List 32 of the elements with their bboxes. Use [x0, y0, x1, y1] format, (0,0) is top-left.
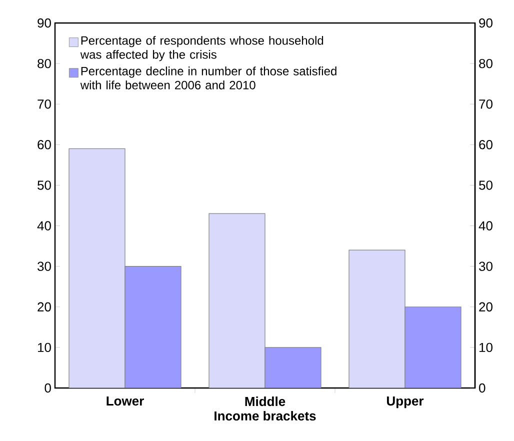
y-tick-label: 20 — [479, 302, 492, 312]
x-tick-label: Lower — [106, 396, 144, 406]
x-tick-label: Middle — [245, 396, 286, 406]
y-tick-label: 60 — [479, 140, 492, 150]
y2-tick-label: 0 — [44, 383, 51, 393]
y2-tick-label: 90 — [38, 18, 51, 28]
y-tick-label: 0 — [479, 383, 486, 393]
y-tick-label: 70 — [479, 100, 492, 109]
bar — [209, 214, 265, 388]
y-tick-label: 10 — [480, 342, 492, 352]
y-tick-label: 40 — [478, 221, 492, 230]
bar — [404, 306, 462, 388]
y2-tick-label: 80 — [38, 58, 51, 68]
legend-label: Percentage of respondents whose household was affected by the crisis — [80, 36, 324, 62]
legend-label: Percentage decline in number of those satisfied with life between 2006 and 2010 — [80, 66, 336, 90]
bar — [125, 266, 181, 388]
y2-tick-label: 20 — [38, 302, 51, 312]
y-tick-label: 50 — [479, 180, 492, 190]
y2-tick-label: 70 — [38, 100, 51, 109]
y2-tick-label: 10 — [38, 342, 51, 352]
bar — [69, 148, 125, 388]
y2-tick-label: 50 — [38, 180, 51, 190]
y-tick-label: 90 — [479, 18, 492, 28]
y2-tick-label: 40 — [37, 221, 51, 230]
x-axis-title: Income brackets — [214, 411, 316, 421]
y-tick-label: 30 — [479, 262, 492, 271]
bar — [265, 347, 322, 388]
y2-tick-label: 30 — [38, 262, 51, 271]
x-tick-label: Upper — [387, 396, 424, 408]
y-tick-label: 80 — [479, 58, 492, 68]
y2-tick-label: 60 — [38, 140, 51, 150]
bar — [348, 250, 406, 388]
